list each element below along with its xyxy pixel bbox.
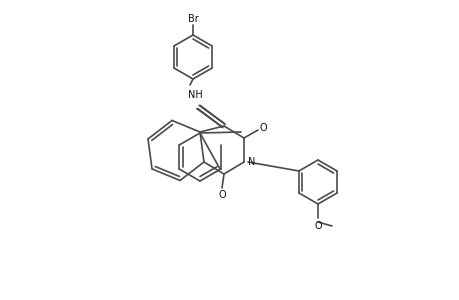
Text: O: O — [218, 190, 225, 200]
Text: O: O — [313, 221, 321, 231]
Text: Br: Br — [187, 14, 198, 24]
Text: NH: NH — [187, 90, 202, 100]
Text: O: O — [258, 123, 266, 133]
Text: N: N — [248, 157, 255, 167]
